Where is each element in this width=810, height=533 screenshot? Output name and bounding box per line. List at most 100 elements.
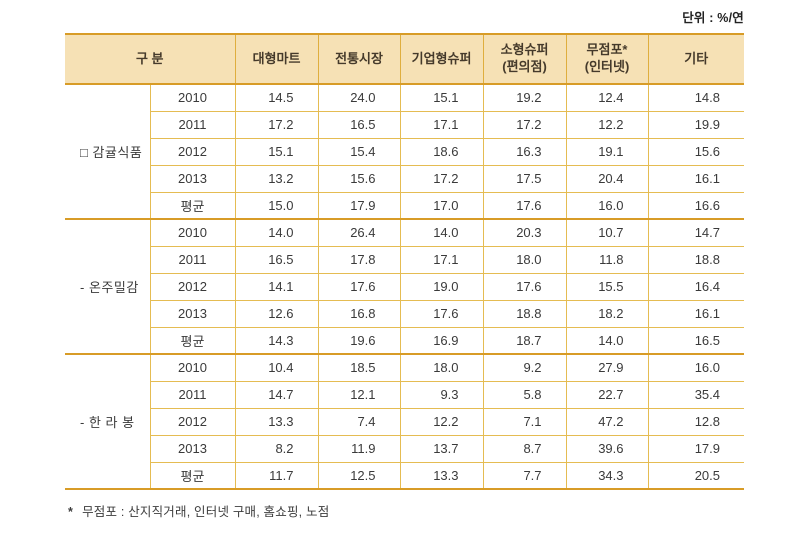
value-cell: 34.3 (565, 461, 649, 490)
value-cell: 18.5 (317, 353, 401, 382)
year-cell: 2013 (149, 299, 236, 328)
value-cell: 16.0 (647, 353, 745, 382)
year-cell: 2010 (149, 83, 236, 112)
value-cell: 17.6 (482, 191, 567, 220)
value-cell: 17.2 (482, 110, 567, 139)
value-cell: 27.9 (565, 353, 649, 382)
value-cell: 17.9 (647, 434, 745, 463)
footnote-marker: * (68, 505, 74, 519)
table-row: 2011 17.2 16.5 17.1 17.2 12.2 19.9 (65, 110, 745, 139)
year-cell: 평균 (149, 461, 236, 490)
footnote: * 무점포 : 산지직거래, 인터넷 구매, 홈쇼핑, 노점 (68, 501, 329, 520)
value-cell: 17.0 (399, 191, 484, 220)
value-cell: 16.1 (647, 299, 745, 328)
value-cell: 11.7 (234, 461, 319, 490)
value-cell: 7.7 (482, 461, 567, 490)
header-small-super: 소형슈퍼 (편의점) (482, 34, 567, 85)
value-cell: 15.1 (234, 137, 319, 166)
value-cell: 11.9 (317, 434, 401, 463)
value-cell: 14.5 (234, 83, 319, 112)
value-cell: 10.7 (565, 218, 649, 247)
value-cell: 19.1 (565, 137, 649, 166)
table-row: 평균 14.3 19.6 16.9 18.7 14.0 16.5 (65, 326, 745, 355)
value-cell: 15.6 (647, 137, 745, 166)
year-cell: 평균 (149, 326, 236, 355)
value-cell: 14.3 (234, 326, 319, 355)
category-cell: □ 감귤식품 (65, 83, 151, 220)
value-cell: 8.2 (234, 434, 319, 463)
value-cell: 8.7 (482, 434, 567, 463)
value-cell: 17.6 (399, 299, 484, 328)
year-cell: 2011 (149, 245, 236, 274)
value-cell: 12.2 (565, 110, 649, 139)
header-etc: 기타 (647, 34, 745, 85)
value-cell: 39.6 (565, 434, 649, 463)
value-cell: 5.8 (482, 380, 567, 409)
value-cell: 16.5 (317, 110, 401, 139)
value-cell: 17.6 (317, 272, 401, 301)
value-cell: 19.9 (647, 110, 745, 139)
table-row: □ 감귤식품 2010 14.5 24.0 15.1 19.2 12.4 14.8 (65, 83, 745, 220)
value-cell: 16.4 (647, 272, 745, 301)
value-cell: 12.5 (317, 461, 401, 490)
table-row: 2012 15.1 15.4 18.6 16.3 19.1 15.6 (65, 137, 745, 166)
value-cell: 18.8 (482, 299, 567, 328)
value-cell: 17.2 (234, 110, 319, 139)
value-cell: 12.2 (399, 407, 484, 436)
year-cell: 2012 (149, 137, 236, 166)
year-cell: 2013 (149, 434, 236, 463)
value-cell: 16.9 (399, 326, 484, 355)
value-cell: 12.1 (317, 380, 401, 409)
table-row: - 한 라 봉 2010 10.4 18.5 18.0 9.2 27.9 16.0 (65, 353, 745, 490)
value-cell: 7.1 (482, 407, 567, 436)
value-cell: 19.0 (399, 272, 484, 301)
table-row: 평균 11.7 12.5 13.3 7.7 34.3 20.5 (65, 461, 745, 490)
value-cell: 14.0 (565, 326, 649, 355)
value-cell: 13.3 (234, 407, 319, 436)
value-cell: 14.0 (399, 218, 484, 247)
value-cell: 18.0 (399, 353, 484, 382)
value-cell: 15.1 (399, 83, 484, 112)
value-cell: 19.6 (317, 326, 401, 355)
table-row: 2011 14.7 12.1 9.3 5.8 22.7 35.4 (65, 380, 745, 409)
footnote-text: 무점포 : 산지직거래, 인터넷 구매, 홈쇼핑, 노점 (82, 505, 330, 519)
value-cell: 14.7 (234, 380, 319, 409)
value-cell: 18.8 (647, 245, 745, 274)
value-cell: 18.6 (399, 137, 484, 166)
value-cell: 16.1 (647, 164, 745, 193)
value-cell: 14.8 (647, 83, 745, 112)
value-cell: 16.8 (317, 299, 401, 328)
value-cell: 14.7 (647, 218, 745, 247)
value-cell: 19.2 (482, 83, 567, 112)
header-category-label: 구 분 (135, 50, 164, 66)
table-row: 2013 12.6 16.8 17.6 18.8 18.2 16.1 (65, 299, 745, 328)
unit-label: 단위 : %/연 (682, 11, 744, 25)
value-cell: 16.6 (647, 191, 745, 220)
header-corporate-super: 기업형슈퍼 (399, 34, 484, 85)
value-cell: 15.6 (317, 164, 401, 193)
table-row: 2011 16.5 17.8 17.1 18.0 11.8 18.8 (65, 245, 745, 274)
value-cell: 15.5 (565, 272, 649, 301)
table-body: □ 감귤식품 2010 14.5 24.0 15.1 19.2 12.4 14.8 2011 17… (65, 83, 745, 490)
table-row: 2013 8.2 11.9 13.7 8.7 39.6 17.9 (65, 434, 745, 463)
table-row: - 온주밀감 2010 14.0 26.4 14.0 20.3 10.7 14.7 (65, 218, 745, 355)
category-cell: - 한 라 봉 (65, 353, 151, 490)
year-cell: 2010 (149, 353, 236, 382)
year-cell: 2012 (149, 407, 236, 436)
value-cell: 12.6 (234, 299, 319, 328)
header-row: 구 분 대형마트 전통시장 기업형슈퍼 소형슈퍼 (편의점) 무점포* (인터넷 (65, 34, 745, 85)
value-cell: 12.8 (647, 407, 745, 436)
value-cell: 13.3 (399, 461, 484, 490)
table-row: 평균 15.0 17.9 17.0 17.6 16.0 16.6 (65, 191, 745, 220)
year-cell: 2013 (149, 164, 236, 193)
header-non-store: 무점포* (인터넷) (565, 34, 649, 85)
value-cell: 18.2 (565, 299, 649, 328)
value-cell: 20.5 (647, 461, 745, 490)
value-cell: 17.8 (317, 245, 401, 274)
value-cell: 17.6 (482, 272, 567, 301)
value-cell: 17.1 (399, 245, 484, 274)
value-cell: 24.0 (317, 83, 401, 112)
value-cell: 17.9 (317, 191, 401, 220)
value-cell: 11.8 (565, 245, 649, 274)
